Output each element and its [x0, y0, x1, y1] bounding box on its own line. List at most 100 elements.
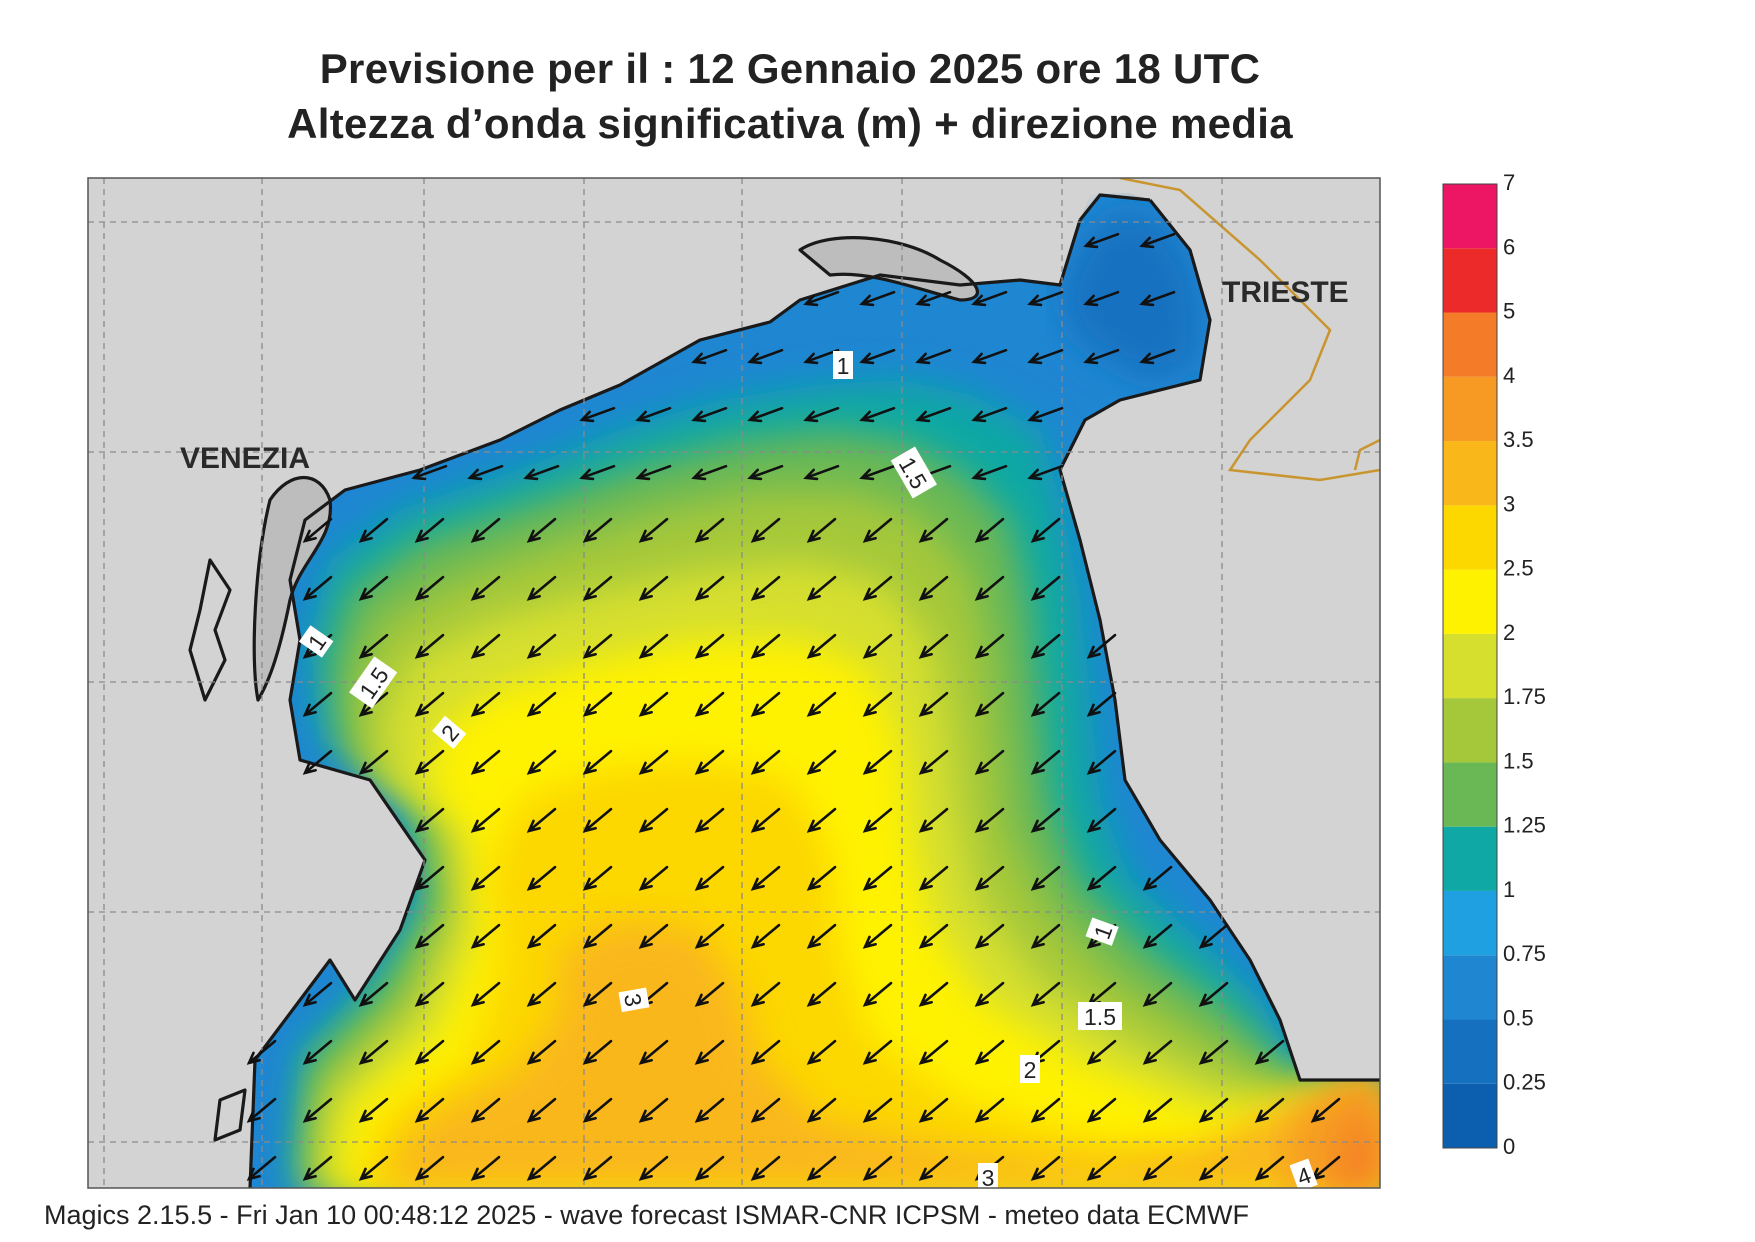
legend-tick-label: 3.5: [1503, 427, 1534, 452]
contour-label: 3: [619, 991, 647, 1008]
legend-swatch: [1443, 376, 1497, 442]
direction-arrow: [358, 517, 389, 543]
direction-arrow: [1030, 1097, 1061, 1123]
direction-arrow: [526, 633, 557, 659]
legend-tick-label: 1.25: [1503, 813, 1546, 838]
direction-arrow: [526, 807, 557, 833]
direction-arrow: [470, 1039, 501, 1065]
direction-arrow: [638, 691, 669, 717]
legend-swatch: [1443, 698, 1497, 763]
legend-tick-label: 5: [1503, 299, 1515, 324]
direction-arrow: [635, 464, 672, 481]
direction-arrow: [470, 633, 501, 659]
direction-arrow: [526, 517, 557, 543]
direction-arrow: [1254, 1097, 1285, 1123]
direction-arrow: [806, 1097, 837, 1123]
direction-arrow: [302, 981, 333, 1007]
direction-arrow: [302, 575, 333, 601]
direction-arrow: [803, 348, 840, 365]
direction-arrow: [414, 865, 445, 891]
direction-arrow: [1030, 749, 1061, 775]
direction-arrow: [414, 633, 445, 659]
direction-arrow: [694, 691, 725, 717]
direction-arrow: [638, 807, 669, 833]
direction-arrow: [582, 517, 613, 543]
direction-arrow: [1030, 517, 1061, 543]
direction-arrow: [974, 749, 1005, 775]
direction-arrow: [582, 691, 613, 717]
direction-arrow: [915, 348, 952, 365]
direction-arrow: [411, 464, 448, 481]
direction-arrow: [750, 517, 781, 543]
direction-arrow: [918, 691, 949, 717]
direction-arrow: [974, 1097, 1005, 1123]
direction-arrow: [974, 633, 1005, 659]
direction-arrow: [694, 981, 725, 1007]
direction-arrow: [806, 1155, 837, 1181]
direction-arrow: [358, 633, 389, 659]
direction-arrow: [862, 633, 893, 659]
direction-arrow: [918, 807, 949, 833]
direction-arrow: [1086, 749, 1117, 775]
direction-arrow: [414, 517, 445, 543]
direction-arrow: [638, 749, 669, 775]
direction-arrow: [974, 923, 1005, 949]
direction-arrow: [582, 1039, 613, 1065]
direction-arrow: [862, 749, 893, 775]
legend-tick-label: 3: [1503, 491, 1515, 516]
legend-swatch: [1443, 633, 1497, 699]
direction-arrow: [694, 1039, 725, 1065]
direction-arrow: [1254, 1155, 1285, 1181]
direction-arrow: [1086, 865, 1117, 891]
direction-arrow: [750, 633, 781, 659]
direction-arrow: [582, 923, 613, 949]
direction-arrow: [806, 691, 837, 717]
direction-arrow: [414, 575, 445, 601]
legend-swatch: [1443, 1083, 1497, 1148]
map-title-line2: Altezza d’onda significativa (m) + direz…: [287, 100, 1293, 147]
direction-arrow: [470, 517, 501, 543]
direction-arrow: [638, 575, 669, 601]
direction-arrow: [414, 1039, 445, 1065]
direction-arrow: [526, 865, 557, 891]
direction-arrow: [862, 865, 893, 891]
direction-arrow: [1083, 290, 1120, 307]
direction-arrow: [358, 981, 389, 1007]
direction-arrow: [1310, 1097, 1341, 1123]
direction-arrow: [358, 1097, 389, 1123]
color-legend: 0 0.25 0.5 0.75 1 1.25 1.5 1.75 2 2.5 3 3.5 4 5 6 7: [1442, 170, 1546, 1159]
direction-arrow: [862, 1039, 893, 1065]
direction-arrow: [918, 633, 949, 659]
direction-arrow: [358, 1155, 389, 1181]
direction-arrow: [862, 981, 893, 1007]
direction-arrow: [638, 517, 669, 543]
direction-arrow: [526, 981, 557, 1007]
direction-arrow: [358, 749, 389, 775]
direction-arrow: [750, 1039, 781, 1065]
direction-arrow: [1139, 232, 1176, 249]
direction-arrow: [302, 1039, 333, 1065]
footer-credits: Magics 2.15.5 - Fri Jan 10 00:48:12 2025…: [44, 1200, 1249, 1230]
direction-arrow: [1139, 290, 1176, 307]
direction-arrow: [638, 633, 669, 659]
direction-arrow: [750, 1097, 781, 1123]
direction-arrow: [694, 1155, 725, 1181]
direction-arrow: [526, 691, 557, 717]
direction-arrow: [974, 1039, 1005, 1065]
legend-swatch: [1443, 505, 1497, 570]
direction-arrow: [806, 1039, 837, 1065]
direction-arrow: [414, 749, 445, 775]
direction-arrow: [750, 981, 781, 1007]
direction-arrow: [1030, 865, 1061, 891]
direction-arrow: [526, 923, 557, 949]
direction-arrow: [638, 923, 669, 949]
direction-arrow: [1198, 923, 1229, 949]
direction-arrow: [691, 464, 728, 481]
direction-arrow: [918, 575, 949, 601]
direction-arrow: [1030, 923, 1061, 949]
direction-arrow: [1083, 348, 1120, 365]
direction-arrow: [974, 807, 1005, 833]
direction-arrow: [806, 865, 837, 891]
direction-arrow: [470, 807, 501, 833]
direction-arrow: [414, 691, 445, 717]
